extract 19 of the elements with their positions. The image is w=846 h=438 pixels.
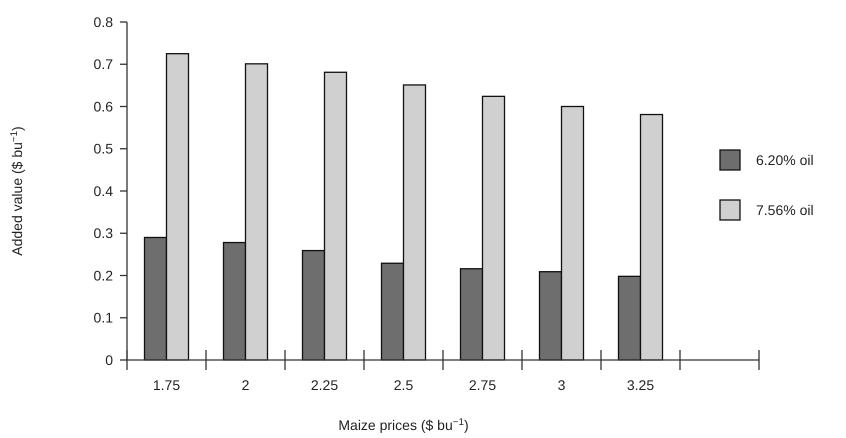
y-tick-label: 0.7 xyxy=(94,56,114,72)
y-tick-label: 0.5 xyxy=(94,140,114,157)
y-tick-label: 0 xyxy=(105,352,114,368)
x-tick-label: 2.5 xyxy=(394,377,414,393)
legend-label: 7.56% oil xyxy=(756,202,814,218)
x-axis-title: Maize prices ($ bu$^{−1}$) xyxy=(338,416,469,433)
y-tick-label: 0.1 xyxy=(94,310,114,326)
y-tick-label: 0.2 xyxy=(94,267,114,284)
x-tick-label: 3 xyxy=(558,377,566,393)
legend-label: 6.20% oil xyxy=(756,152,814,168)
y-tick-label: 0.8 xyxy=(94,14,114,30)
y-tick-label: 0.6 xyxy=(94,98,114,114)
x-tick-label: 3.25 xyxy=(626,377,654,393)
x-tick-label: 1.75 xyxy=(152,377,180,393)
x-tick-label: 2.25 xyxy=(310,377,338,393)
y-tick-label: 0.4 xyxy=(94,182,114,199)
y-tick-label: 0.3 xyxy=(94,225,114,242)
x-tick-label: 2.75 xyxy=(468,377,496,393)
x-tick-label: 2 xyxy=(242,377,250,393)
